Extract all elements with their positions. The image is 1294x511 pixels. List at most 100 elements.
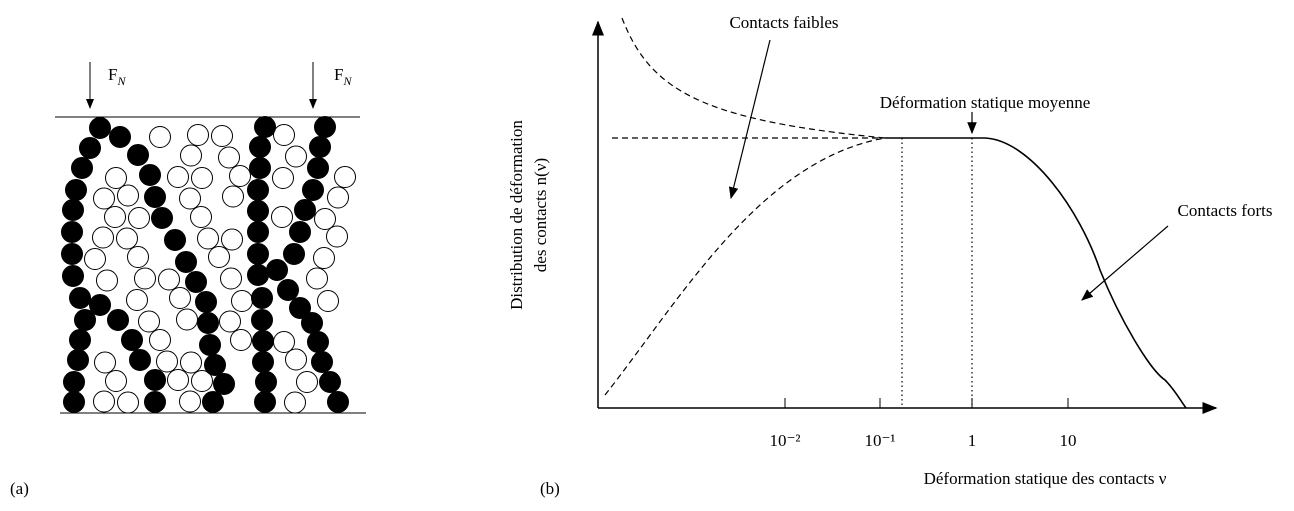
strong-grain [89, 117, 111, 139]
grain [94, 351, 116, 374]
grain [180, 351, 202, 374]
strong-grain [69, 287, 91, 309]
strong-grain [247, 264, 269, 286]
strong-grain [139, 164, 161, 186]
grain [314, 208, 336, 230]
grain [190, 206, 212, 228]
annotation: Déformation statique moyenne [880, 93, 1091, 112]
strong-grain [266, 259, 288, 281]
grain [231, 290, 253, 312]
curves [604, 17, 1187, 409]
annotation: Contacts forts [1178, 201, 1273, 220]
grain [191, 370, 213, 392]
strong-grain [69, 329, 91, 351]
strong-grain [164, 229, 186, 251]
grain [317, 290, 339, 312]
strong-grain [202, 391, 224, 413]
grain [327, 186, 349, 209]
grain [92, 226, 114, 249]
strong-grain [277, 279, 299, 301]
strong-grain [204, 354, 226, 376]
strong-grain [213, 373, 235, 395]
strong-grain [121, 329, 143, 351]
strong-grain [247, 200, 269, 222]
grain [134, 267, 156, 290]
strong-grain [199, 334, 221, 356]
strong-grain [62, 265, 84, 287]
strong-grain [247, 221, 269, 243]
grain [271, 206, 293, 228]
x-tick-label: 10 [1060, 431, 1077, 450]
grain [169, 287, 191, 309]
grain [156, 350, 178, 373]
annotation-arrow [728, 39, 771, 200]
grain [313, 247, 335, 269]
grain [191, 167, 213, 189]
x-tick-label: 1 [968, 431, 977, 450]
grain [306, 267, 328, 290]
strong-grain [252, 330, 274, 352]
strong-grain [185, 271, 207, 293]
strong-grain [251, 309, 273, 331]
strong-grain [249, 136, 271, 158]
grain [149, 329, 171, 351]
grain [272, 167, 294, 189]
strong-grain [79, 137, 101, 159]
strong-grain [151, 207, 173, 229]
strong-grain [283, 243, 305, 265]
strong-grain [107, 309, 129, 331]
force-sub: N [342, 74, 352, 88]
strong-grain [247, 179, 269, 201]
grain [211, 125, 233, 147]
strong-grain [63, 371, 85, 393]
strong-grain [327, 391, 349, 413]
strong-grain [67, 349, 89, 371]
grain [117, 184, 139, 207]
grain [285, 348, 307, 371]
panel-label: (b) [540, 479, 560, 498]
grain [230, 329, 252, 351]
weak-curve-lower [604, 137, 886, 396]
strong-grain [254, 116, 276, 138]
grain [84, 248, 106, 270]
grain [105, 167, 127, 189]
strong-grain [71, 157, 93, 179]
x-axis-label: Déformation statique des contacts ν [924, 469, 1167, 488]
grain [176, 308, 198, 331]
annotation-arrow [1081, 225, 1169, 301]
grain [220, 267, 242, 290]
grain [105, 370, 127, 392]
strong-grain [144, 391, 166, 413]
panel-a: FN FN (a) [10, 62, 366, 498]
grain [126, 289, 148, 311]
grain [158, 268, 180, 291]
grain [197, 227, 219, 250]
strong-grain [129, 349, 151, 371]
grain [229, 165, 251, 187]
force-sub: N [116, 74, 126, 88]
grain [96, 269, 118, 292]
strong-curve [885, 137, 1187, 409]
ticks [784, 398, 1069, 408]
grain [326, 225, 348, 248]
force-label: FN [334, 65, 352, 88]
x-tick-label: 10⁻² [769, 431, 800, 450]
grain [218, 146, 240, 169]
grain [93, 390, 115, 413]
y-axis-label: Distribution de déformation [507, 120, 526, 310]
grain [180, 144, 202, 167]
force-label: FN [108, 65, 126, 88]
grain [138, 310, 160, 333]
strong-grain [89, 294, 111, 316]
grain [285, 145, 307, 168]
y-axis-label: des contacts n(ν) [531, 158, 550, 272]
strong-grain [62, 199, 84, 221]
strong-grain [307, 331, 329, 353]
strong-grain [255, 371, 277, 393]
grain [334, 166, 356, 188]
x-tick-label: 10⁻¹ [864, 431, 895, 450]
grain [273, 331, 295, 353]
strong-grain [63, 391, 85, 413]
strong-grain [144, 369, 166, 391]
strong-grain [61, 221, 83, 243]
